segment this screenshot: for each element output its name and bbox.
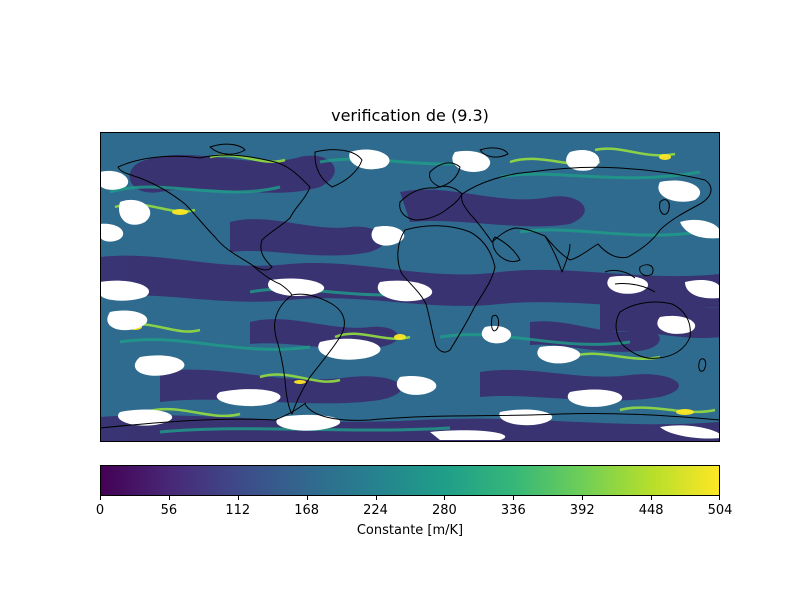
colorbar-tick-label: 112: [225, 503, 251, 518]
colorbar-tick-mark: [513, 496, 514, 500]
colorbar-tick-mark: [444, 496, 445, 500]
colorbar-tick-label: 280: [432, 503, 457, 518]
map-plot: [100, 132, 720, 442]
coastlines: [100, 143, 720, 429]
colorbar-tick-mark: [582, 496, 583, 500]
colorbar-tick-mark: [100, 496, 101, 500]
colorbar-tick-mark: [238, 496, 239, 500]
colorbar-tick-mark: [307, 496, 308, 500]
colorbar-label: Constante [m/K]: [356, 523, 464, 538]
colorbar-tick-label: 392: [569, 503, 595, 518]
masked-regions: [100, 149, 720, 440]
colorbar-tick-label: 504: [707, 503, 733, 518]
colorbar-tick-label: 224: [363, 503, 388, 518]
colorbar-tick-label: 168: [294, 503, 320, 518]
colorbar-tick-mark: [719, 496, 720, 500]
colorbar-tick-mark: [169, 496, 170, 500]
colorbar-tick-label: 336: [500, 503, 526, 518]
colorbar-tick-label: 0: [95, 503, 105, 518]
colorbar-tick-mark: [376, 496, 377, 500]
colorbar: [100, 465, 720, 496]
colorbar-tick-label: 56: [160, 503, 178, 518]
plot-title: verification de (9.3): [331, 106, 489, 125]
colorbar-tick-label: 448: [638, 503, 664, 518]
colorbar-tick-mark: [651, 496, 652, 500]
